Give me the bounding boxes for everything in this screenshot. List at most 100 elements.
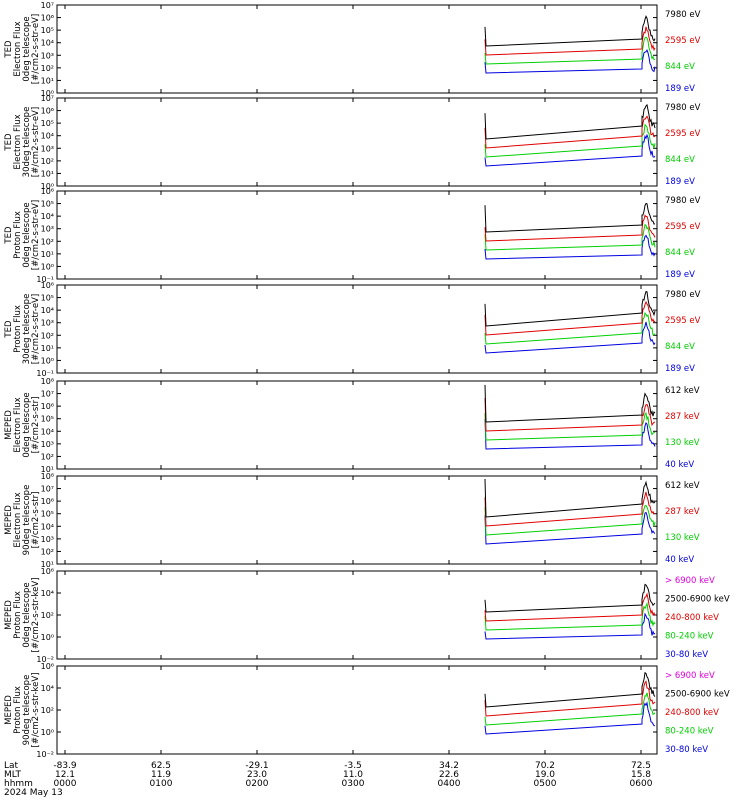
y-tick-label: 10⁻¹	[36, 275, 54, 284]
x-tick-label-hhmm: 0300	[342, 779, 365, 789]
series-green-line	[484, 123, 656, 158]
y-tick-label: 10²	[41, 452, 54, 461]
series-blue-line	[484, 418, 656, 450]
legend-entry: 287 keV	[665, 412, 700, 422]
series-black-line	[484, 478, 656, 518]
x-tick-label-mlt: 12.1	[55, 770, 75, 780]
legend-entry: 30-80 keV	[665, 650, 708, 660]
y-tick-label: 10⁷	[41, 94, 54, 103]
x-tick-label-mlt: 15.8	[631, 770, 651, 780]
y-tick-label: 10⁵	[41, 26, 54, 35]
y-axis-label: 30deg telescope	[22, 107, 32, 178]
series-red-line	[484, 397, 656, 432]
legend-entry: 2595 eV	[665, 36, 701, 46]
legend-entry: 2500-6900 keV	[665, 690, 730, 700]
y-axis-label: [#/cm2-s-str]	[31, 397, 41, 454]
y-axis-label: TED	[4, 40, 14, 59]
y-tick-label: 10¹	[41, 344, 54, 353]
legend-entry: 80-240 keV	[665, 727, 714, 737]
x-tick-label-mlt: 11.0	[343, 770, 363, 780]
y-tick-label: 10⁰	[41, 262, 54, 271]
series-green-line	[484, 601, 656, 631]
legend-entry: 844 eV	[665, 155, 695, 165]
x-tick-label-hhmm: 0200	[246, 779, 269, 789]
legend-entry: 7980 eV	[665, 196, 701, 206]
x-tick-label-mlt: 19.0	[535, 770, 555, 780]
x-tick-label-hhmm: 0000	[54, 779, 77, 789]
y-tick-label: 10¹	[41, 560, 54, 569]
legend-entry: 240-800 keV	[665, 613, 719, 623]
y-tick-label: 10³	[41, 225, 54, 234]
series-blue-line	[484, 511, 656, 545]
series-black-line	[484, 202, 656, 233]
y-tick-label: 10⁵	[41, 119, 54, 128]
series-green-line	[484, 692, 656, 726]
legend-entry: 844 eV	[665, 248, 695, 258]
y-tick-label: 10⁵	[41, 415, 54, 424]
series-blue-line	[484, 133, 656, 167]
y-axis-label: MEPED	[4, 695, 14, 725]
x-tick-label-lat: 62.5	[151, 761, 171, 771]
legend-entry: 2500-6900 keV	[665, 595, 730, 605]
y-tick-label: 10⁶	[41, 187, 54, 196]
y-tick-label: 10⁻¹	[36, 369, 54, 378]
y-tick-label: 10⁸	[41, 472, 54, 481]
legend-entry: > 6900 keV	[665, 576, 715, 586]
x-tick-label-lat: -83.9	[53, 761, 77, 771]
y-tick-label: 10⁻²	[36, 750, 54, 759]
panel-frame	[56, 570, 658, 660]
y-tick-label: 10⁶	[41, 281, 54, 290]
series-red-line	[484, 214, 656, 242]
legend-entry: 130 keV	[665, 533, 700, 543]
y-axis-label: 0deg telescope	[22, 16, 32, 81]
legend-entry: 2595 eV	[665, 129, 701, 139]
legend-entry: 2595 eV	[665, 222, 701, 232]
legend-entry: 189 eV	[665, 177, 695, 187]
y-tick-label: 10⁶	[41, 567, 54, 576]
panel-4: 10⁻¹ 10⁰ 10¹ 10² 10³ 10⁴ 10⁵ 10⁶ TED Proton Flux 3…	[4, 281, 701, 378]
y-tick-label: 10⁰	[41, 633, 54, 642]
series-green-line	[484, 223, 656, 251]
x-tick-label-hhmm: 0600	[630, 779, 653, 789]
panel-7: 10⁻² 10⁰ 10² 10⁴ 10⁶ MEPED Proton Flux 0deg tel…	[4, 567, 730, 664]
legend-entry: 7980 eV	[665, 10, 701, 20]
y-axis-label: [#/cm2-s-str]	[31, 492, 41, 549]
y-tick-label: 10⁴	[41, 306, 54, 315]
y-axis-label: 90deg telescope	[22, 485, 32, 556]
y-tick-label: 10⁴	[41, 427, 54, 436]
y-tick-label: 10²	[41, 64, 54, 73]
series-green-line	[484, 311, 656, 345]
y-tick-label: 10¹	[41, 76, 54, 85]
series-blue-line	[484, 48, 656, 74]
y-tick-label: 10⁶	[41, 402, 54, 411]
series-green-line	[484, 36, 656, 65]
y-axis-label: [#/cm2-s-str-eV]	[31, 107, 41, 177]
series-black-line	[484, 103, 656, 140]
y-axis-label: TED	[4, 133, 14, 152]
y-tick-label: 10²	[41, 706, 54, 715]
y-axis-label: MEPED	[4, 410, 14, 440]
y-axis-label: 30deg telescope	[22, 294, 32, 365]
y-axis-label: Electron Flux	[13, 21, 23, 76]
y-tick-label: 10³	[41, 535, 54, 544]
y-tick-label: 10⁴	[41, 39, 54, 48]
y-tick-label: 10²	[41, 331, 54, 340]
panel-frame	[56, 97, 658, 187]
y-axis-label: [#/cm2-s-str-keV]	[31, 673, 41, 748]
series-red-line	[484, 491, 656, 527]
y-tick-label: 10⁰	[41, 182, 54, 191]
series-blue-line	[484, 321, 656, 354]
y-tick-label: 10³	[41, 51, 54, 60]
panel-6: 10¹ 10² 10³ 10⁴ 10⁵ 10⁶ 10⁷ 10⁸ MEPED Electron Fl…	[4, 472, 700, 569]
legend-entry: 612 keV	[665, 481, 700, 491]
y-tick-label: 10²	[41, 157, 54, 166]
y-tick-label: 10⁶	[41, 497, 54, 506]
x-tick-label-lat: -29.1	[245, 761, 268, 771]
y-tick-label: 10²	[41, 547, 54, 556]
x-tick-label-mlt: 11.9	[151, 770, 171, 780]
legend-entry: 30-80 keV	[665, 745, 708, 755]
y-tick-label: 10⁴	[41, 589, 54, 598]
legend-entry: 844 eV	[665, 62, 695, 72]
y-axis-label: 0deg telescope	[22, 582, 32, 647]
